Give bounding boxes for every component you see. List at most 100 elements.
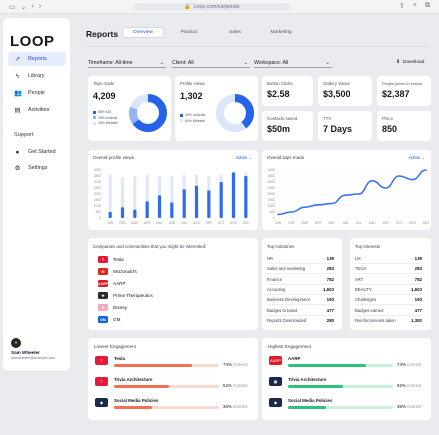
x-tick-label: JUN	[169, 221, 176, 225]
profile-views-chart-card: Overall profile views Admin ⌄ 0 500 1000 15…	[88, 150, 258, 230]
company-item[interactable]: M McDonald's	[98, 268, 137, 275]
engagement-row[interactable]: AARP AARP 74% Correct	[269, 356, 434, 373]
tab-product[interactable]: Product	[180, 30, 198, 35]
chart-filter-select[interactable]: Admin ⌄	[408, 155, 425, 160]
engagement-percent: 74% Correct	[397, 362, 422, 367]
profile-email: samwheeler@example.com	[11, 356, 56, 360]
chevron-down-icon[interactable]: ⌄	[20, 3, 27, 11]
stat-label: Button Clicks	[267, 81, 293, 86]
company-item[interactable]: GM GM	[98, 316, 120, 323]
engagement-row[interactable]: ◆ Social Media Policies 36% Correct	[95, 398, 260, 415]
y-tick-label: 500	[270, 210, 276, 214]
profile-views-card: Profile views 1,302 40% Linkedin 60% Web…	[175, 76, 258, 141]
sidebar-item-people[interactable]: 👥 People	[8, 86, 66, 100]
workspace-select[interactable]: Workspace: All ⌄	[254, 58, 332, 68]
forward-arrow-icon[interactable]: ›	[38, 3, 42, 10]
share-icon[interactable]: ⇪	[399, 3, 405, 10]
engagement-row[interactable]: T Trivia Architecture 52% Correct	[95, 377, 260, 394]
sidebar-item-activities[interactable]: ▤ Activities	[8, 103, 66, 117]
row-label: Sales and marketing	[267, 266, 306, 272]
row-divider	[355, 304, 422, 306]
x-tick-label: NOV	[230, 221, 238, 225]
sidebar-item-settings[interactable]: ⚙ Settings	[8, 161, 66, 175]
stat-label: TTV	[323, 116, 332, 121]
sidebar-item-library[interactable]: ϟ Library	[8, 69, 66, 83]
tab-sales[interactable]: Sales	[229, 30, 241, 35]
row-value: 477	[414, 307, 422, 313]
x-tick-label: APR	[315, 221, 322, 225]
x-tick-label: DEC	[242, 221, 249, 225]
bar	[133, 209, 137, 218]
engagement-logo: T	[95, 356, 108, 365]
company-item[interactable]: AARP AARP	[98, 280, 126, 287]
lock-icon: 🔒	[184, 4, 191, 10]
row-divider	[267, 304, 334, 306]
timeframe-select[interactable]: Timeframe: All-time ⌄	[88, 58, 166, 68]
engagement-bar-track	[114, 385, 219, 388]
stat-card-gallery-views: Gallery Views $3,500	[318, 76, 372, 106]
stat-row: BEAUTY 1,603	[355, 287, 422, 292]
engagement-row[interactable]: ▣ Trivia Architecture 92% Correct	[269, 377, 434, 394]
tabs-overview-icon[interactable]: ⧉	[425, 2, 430, 9]
highest-engagement-card: Highest Engagement AARP AARP 74% Correct ▣ T…	[262, 338, 431, 420]
bar	[157, 195, 162, 218]
bar	[108, 212, 112, 218]
interests-heading: Top Interests	[355, 244, 381, 249]
gear-icon: ⚙	[14, 165, 21, 172]
company-item[interactable]: ✚ Prime Therapeutics	[98, 292, 153, 299]
bar	[231, 172, 236, 218]
engagement-logo: ▣	[269, 377, 282, 386]
company-name: McDonald's	[113, 269, 137, 274]
x-tick-label: JAN	[107, 221, 114, 225]
engagement-bar-fill	[114, 385, 169, 388]
page-title: Reports	[86, 29, 119, 39]
address-bar[interactable]: 🔒 Loop.com/corporate	[134, 3, 290, 11]
engagement-logo: ◆	[95, 398, 108, 407]
row-label: Finance	[267, 276, 282, 282]
bar	[207, 190, 211, 218]
row-value: 139	[414, 256, 422, 261]
row-value: 1,392	[411, 317, 422, 323]
row-divider	[267, 293, 334, 295]
row-divider	[267, 263, 334, 264]
bar	[194, 185, 199, 218]
sidebar-toggle-icon[interactable]: ▭	[9, 3, 16, 11]
engagement-bar-fill	[114, 406, 152, 409]
people-icon: 👥	[14, 90, 23, 97]
x-tick-label: MAY	[156, 221, 164, 225]
new-tab-icon[interactable]: +	[412, 2, 417, 9]
bar	[120, 207, 125, 218]
y-tick-label: 3500	[94, 174, 101, 178]
row-label: Reports Downloaded	[267, 317, 307, 323]
stat-label: Profile views	[180, 81, 205, 86]
client-select[interactable]: Client: All ⌄	[172, 58, 250, 68]
lowest-engagement-heading: Lowest Engagement	[94, 344, 136, 349]
top-interests-card: Top Interests UX 139 TECH 283 ART 782 BEAUTY 1,…	[350, 238, 431, 330]
engagement-name: Tesla	[114, 356, 125, 361]
row-value: 139	[326, 256, 334, 261]
company-name: GM	[113, 317, 121, 322]
engagement-percent: 52% Correct	[223, 383, 248, 388]
timeframe-value: Timeframe: All-time	[88, 59, 133, 66]
sidebar-item-reports[interactable]: ↗ Reports	[8, 52, 66, 66]
x-tick-label: MAR	[131, 221, 139, 225]
chevron-down-icon: ⌄	[159, 59, 164, 66]
views-donut-chart	[216, 94, 254, 132]
row-label: Reinforcements taken	[355, 317, 396, 323]
stat-row: Reports Downloaded 280	[267, 318, 334, 323]
company-item[interactable]: D Disney	[98, 304, 127, 311]
chart-filter-select[interactable]: Admin ⌄	[235, 155, 252, 160]
legend-item: 60% Website	[180, 119, 205, 125]
engagement-bar-fill	[288, 364, 366, 367]
sidebar-item-get-started[interactable]: ● Get Started	[8, 145, 66, 159]
company-item[interactable]: T Tesla	[98, 256, 124, 263]
report-tabs: Overview Product Sales Marketing	[122, 27, 302, 38]
tab-overview[interactable]: Overview	[122, 27, 164, 38]
engagement-row[interactable]: T Tesla 74% Correct	[95, 356, 260, 373]
engagement-row[interactable]: ◆ Social Media Policies 35% Correct	[269, 398, 434, 415]
download-button[interactable]: ⬇ Download	[396, 60, 424, 65]
tab-marketing[interactable]: Marketing	[270, 30, 292, 35]
y-tick-label: 1500	[268, 198, 275, 202]
back-arrow-icon[interactable]: ‹	[31, 3, 34, 10]
y-tick-label: 2000	[268, 192, 275, 196]
